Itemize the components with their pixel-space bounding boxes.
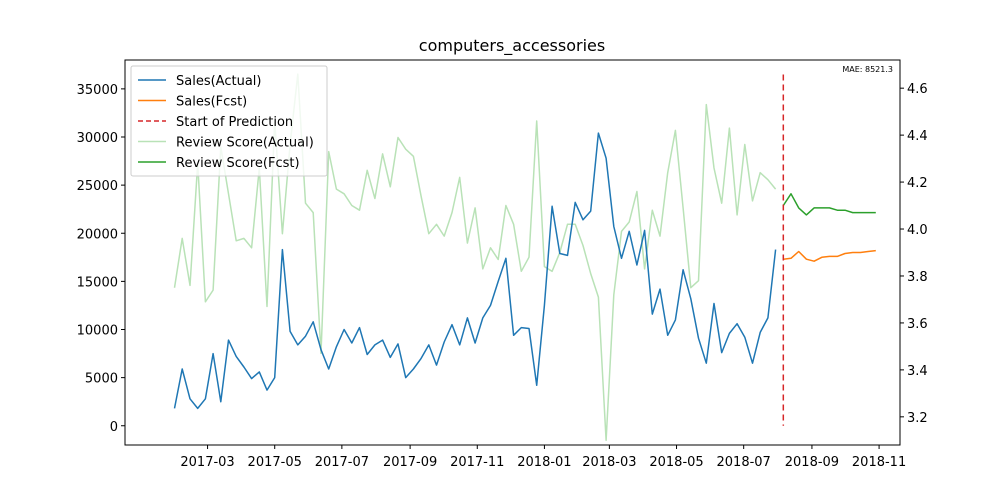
x-tick-label: 2018-05 (649, 455, 703, 470)
legend-label: Start of Prediction (176, 115, 293, 130)
x-tick-label: 2017-07 (315, 455, 369, 470)
legend-label: Sales(Actual) (176, 74, 261, 89)
mae-annotation: MAE: 8521.3 (842, 65, 893, 74)
x-tick-label: 2017-09 (383, 455, 437, 470)
y-left-tick-label: 20000 (77, 227, 118, 242)
y-right-tick-label: 3.6 (907, 317, 928, 332)
y-left-tick-label: 15000 (77, 275, 118, 290)
axes-ticks: 2017-03 2017-05 2017-07 2017-09 2017-11 2018-… (77, 82, 928, 470)
y-right-tick-label: 3.8 (907, 270, 928, 285)
y-left-tick-label: 25000 (77, 179, 118, 194)
y-right-tick-label: 4.4 (907, 129, 928, 144)
chart-title: computers_accessories (419, 36, 605, 56)
y-left-tick-label: 30000 (77, 131, 118, 146)
x-tick-label: 2018-03 (582, 455, 636, 470)
y-right-tick-label: 3.4 (907, 364, 928, 379)
y-right-tick-label: 4.0 (907, 223, 928, 238)
x-tick-label: 2017-05 (248, 455, 302, 470)
plot-frame (124, 59, 901, 446)
legend-label: Sales(Fcst) (176, 95, 247, 110)
y-left-tick-label: 35000 (77, 83, 118, 98)
legend-label: Review Score(Actual) (176, 136, 314, 151)
x-tick-label: 2017-11 (450, 455, 504, 470)
y-right-tick-label: 3.2 (907, 411, 928, 426)
series-line-sales-actual (173, 132, 777, 410)
x-tick-label: 2018-11 (852, 455, 906, 470)
x-tick-label: 2018-07 (717, 455, 771, 470)
series-line-sales-fcst (783, 249, 876, 262)
y-right-tick-label: 4.6 (907, 82, 928, 97)
x-tick-label: 2018-09 (785, 455, 839, 470)
y-left-tick-label: 10000 (77, 324, 118, 339)
x-tick-label: 2017-03 (180, 455, 234, 470)
legend-box (130, 65, 328, 177)
x-tick-label: 2018-01 (517, 455, 571, 470)
y-left-tick-label: 0 (110, 420, 118, 435)
y-right-tick-label: 4.2 (907, 176, 928, 191)
legend-label: Review Score(Fcst) (176, 156, 300, 171)
legend: Sales(Actual) Sales(Fcst) Start of Predict… (130, 65, 328, 177)
y-left-tick-label: 5000 (85, 372, 118, 387)
series-line-review-score-fcst (782, 193, 876, 216)
